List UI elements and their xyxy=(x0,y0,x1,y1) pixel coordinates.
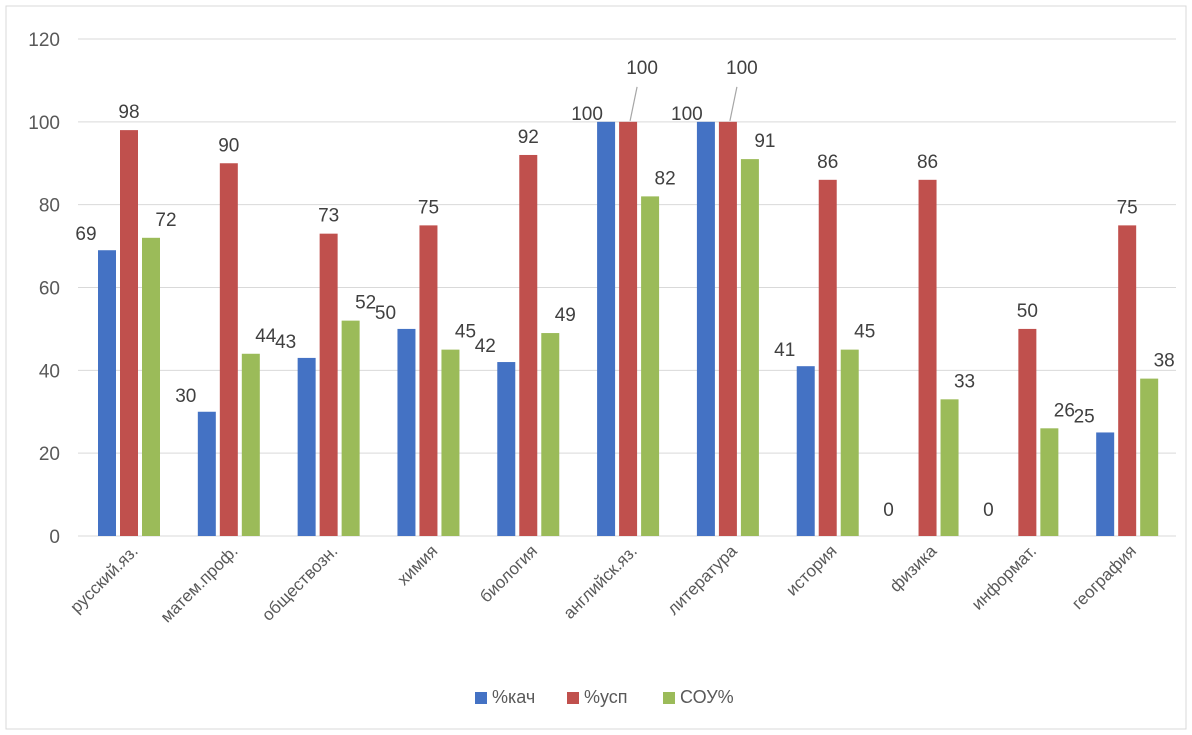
bar xyxy=(419,225,438,536)
bar xyxy=(319,233,338,537)
legend-label: СОУ% xyxy=(680,687,734,707)
y-tick-label: 100 xyxy=(28,113,60,134)
leader-line xyxy=(729,86,738,121)
bar xyxy=(718,121,737,536)
data-label: 72 xyxy=(155,210,176,231)
y-axis-ticks: 0 20 40 60 80 100 120 xyxy=(28,30,60,548)
data-label: 49 xyxy=(555,305,576,326)
data-label: 100 xyxy=(726,58,758,79)
data-label: 82 xyxy=(655,168,676,189)
legend-label: %кач xyxy=(492,687,535,707)
data-label: 86 xyxy=(917,152,938,173)
data-label: 43 xyxy=(275,332,296,353)
data-label: 44 xyxy=(255,326,277,347)
chart-border xyxy=(5,5,1187,730)
bar xyxy=(918,179,937,537)
bar xyxy=(597,121,616,536)
data-label: 33 xyxy=(954,371,975,392)
bar xyxy=(940,399,959,536)
data-label: 100 xyxy=(671,104,703,125)
bar xyxy=(1018,328,1037,536)
data-label: 98 xyxy=(118,102,139,123)
data-label: 100 xyxy=(571,104,603,125)
bar xyxy=(1118,225,1137,536)
data-label: 75 xyxy=(418,197,439,218)
bar xyxy=(619,121,638,536)
bar xyxy=(120,130,138,536)
y-tick-label: 0 xyxy=(49,527,60,548)
legend-label: %усп xyxy=(584,687,628,707)
bar xyxy=(241,353,260,536)
bar xyxy=(219,163,238,536)
bar xyxy=(519,154,538,536)
data-label: 52 xyxy=(355,293,376,314)
y-tick-label: 60 xyxy=(39,279,60,300)
bar xyxy=(1096,432,1115,536)
bar xyxy=(142,237,160,537)
data-label: 73 xyxy=(318,206,339,227)
bar xyxy=(1140,378,1159,536)
leader-lines xyxy=(629,86,738,121)
data-label: 26 xyxy=(1054,400,1075,421)
data-label: 30 xyxy=(175,386,196,407)
y-tick-label: 120 xyxy=(28,30,60,51)
y-tick-label: 20 xyxy=(39,444,60,465)
data-label: 42 xyxy=(475,336,496,357)
data-label: 0 xyxy=(883,500,894,521)
data-label: 100 xyxy=(626,58,658,79)
bar xyxy=(441,349,460,536)
data-label: 90 xyxy=(218,135,239,156)
bar xyxy=(341,320,360,536)
bar xyxy=(696,121,715,536)
y-tick-label: 40 xyxy=(39,361,60,382)
data-label: 38 xyxy=(1154,351,1175,372)
legend-swatch xyxy=(663,692,675,704)
bar xyxy=(796,366,815,536)
legend: %кач %усп СОУ% xyxy=(475,687,734,707)
data-labels: 6998723090444373525075454292491001008210… xyxy=(75,58,1174,521)
data-label: 50 xyxy=(1017,301,1038,322)
bar xyxy=(297,357,316,536)
y-tick-label: 80 xyxy=(39,196,60,217)
data-label: 45 xyxy=(854,322,875,343)
bar xyxy=(840,349,859,536)
data-label: 69 xyxy=(75,224,96,245)
bar xyxy=(1040,428,1059,536)
bar xyxy=(497,362,516,536)
legend-swatch xyxy=(567,692,579,704)
data-label: 50 xyxy=(375,303,396,324)
bars xyxy=(98,121,1159,537)
legend-swatch xyxy=(475,692,487,704)
data-label: 41 xyxy=(774,340,795,361)
bar xyxy=(197,411,216,536)
data-label: 75 xyxy=(1117,197,1138,218)
data-label: 25 xyxy=(1074,406,1095,427)
data-label: 92 xyxy=(518,127,539,148)
bar xyxy=(818,179,837,537)
bar xyxy=(397,328,416,536)
data-label: 0 xyxy=(983,500,994,521)
data-label: 45 xyxy=(455,322,476,343)
data-label: 86 xyxy=(817,152,838,173)
bar xyxy=(641,196,660,536)
leader-line xyxy=(629,86,638,121)
bar xyxy=(98,250,116,536)
bar xyxy=(541,333,560,536)
data-label: 91 xyxy=(754,131,775,152)
bar xyxy=(740,159,759,536)
